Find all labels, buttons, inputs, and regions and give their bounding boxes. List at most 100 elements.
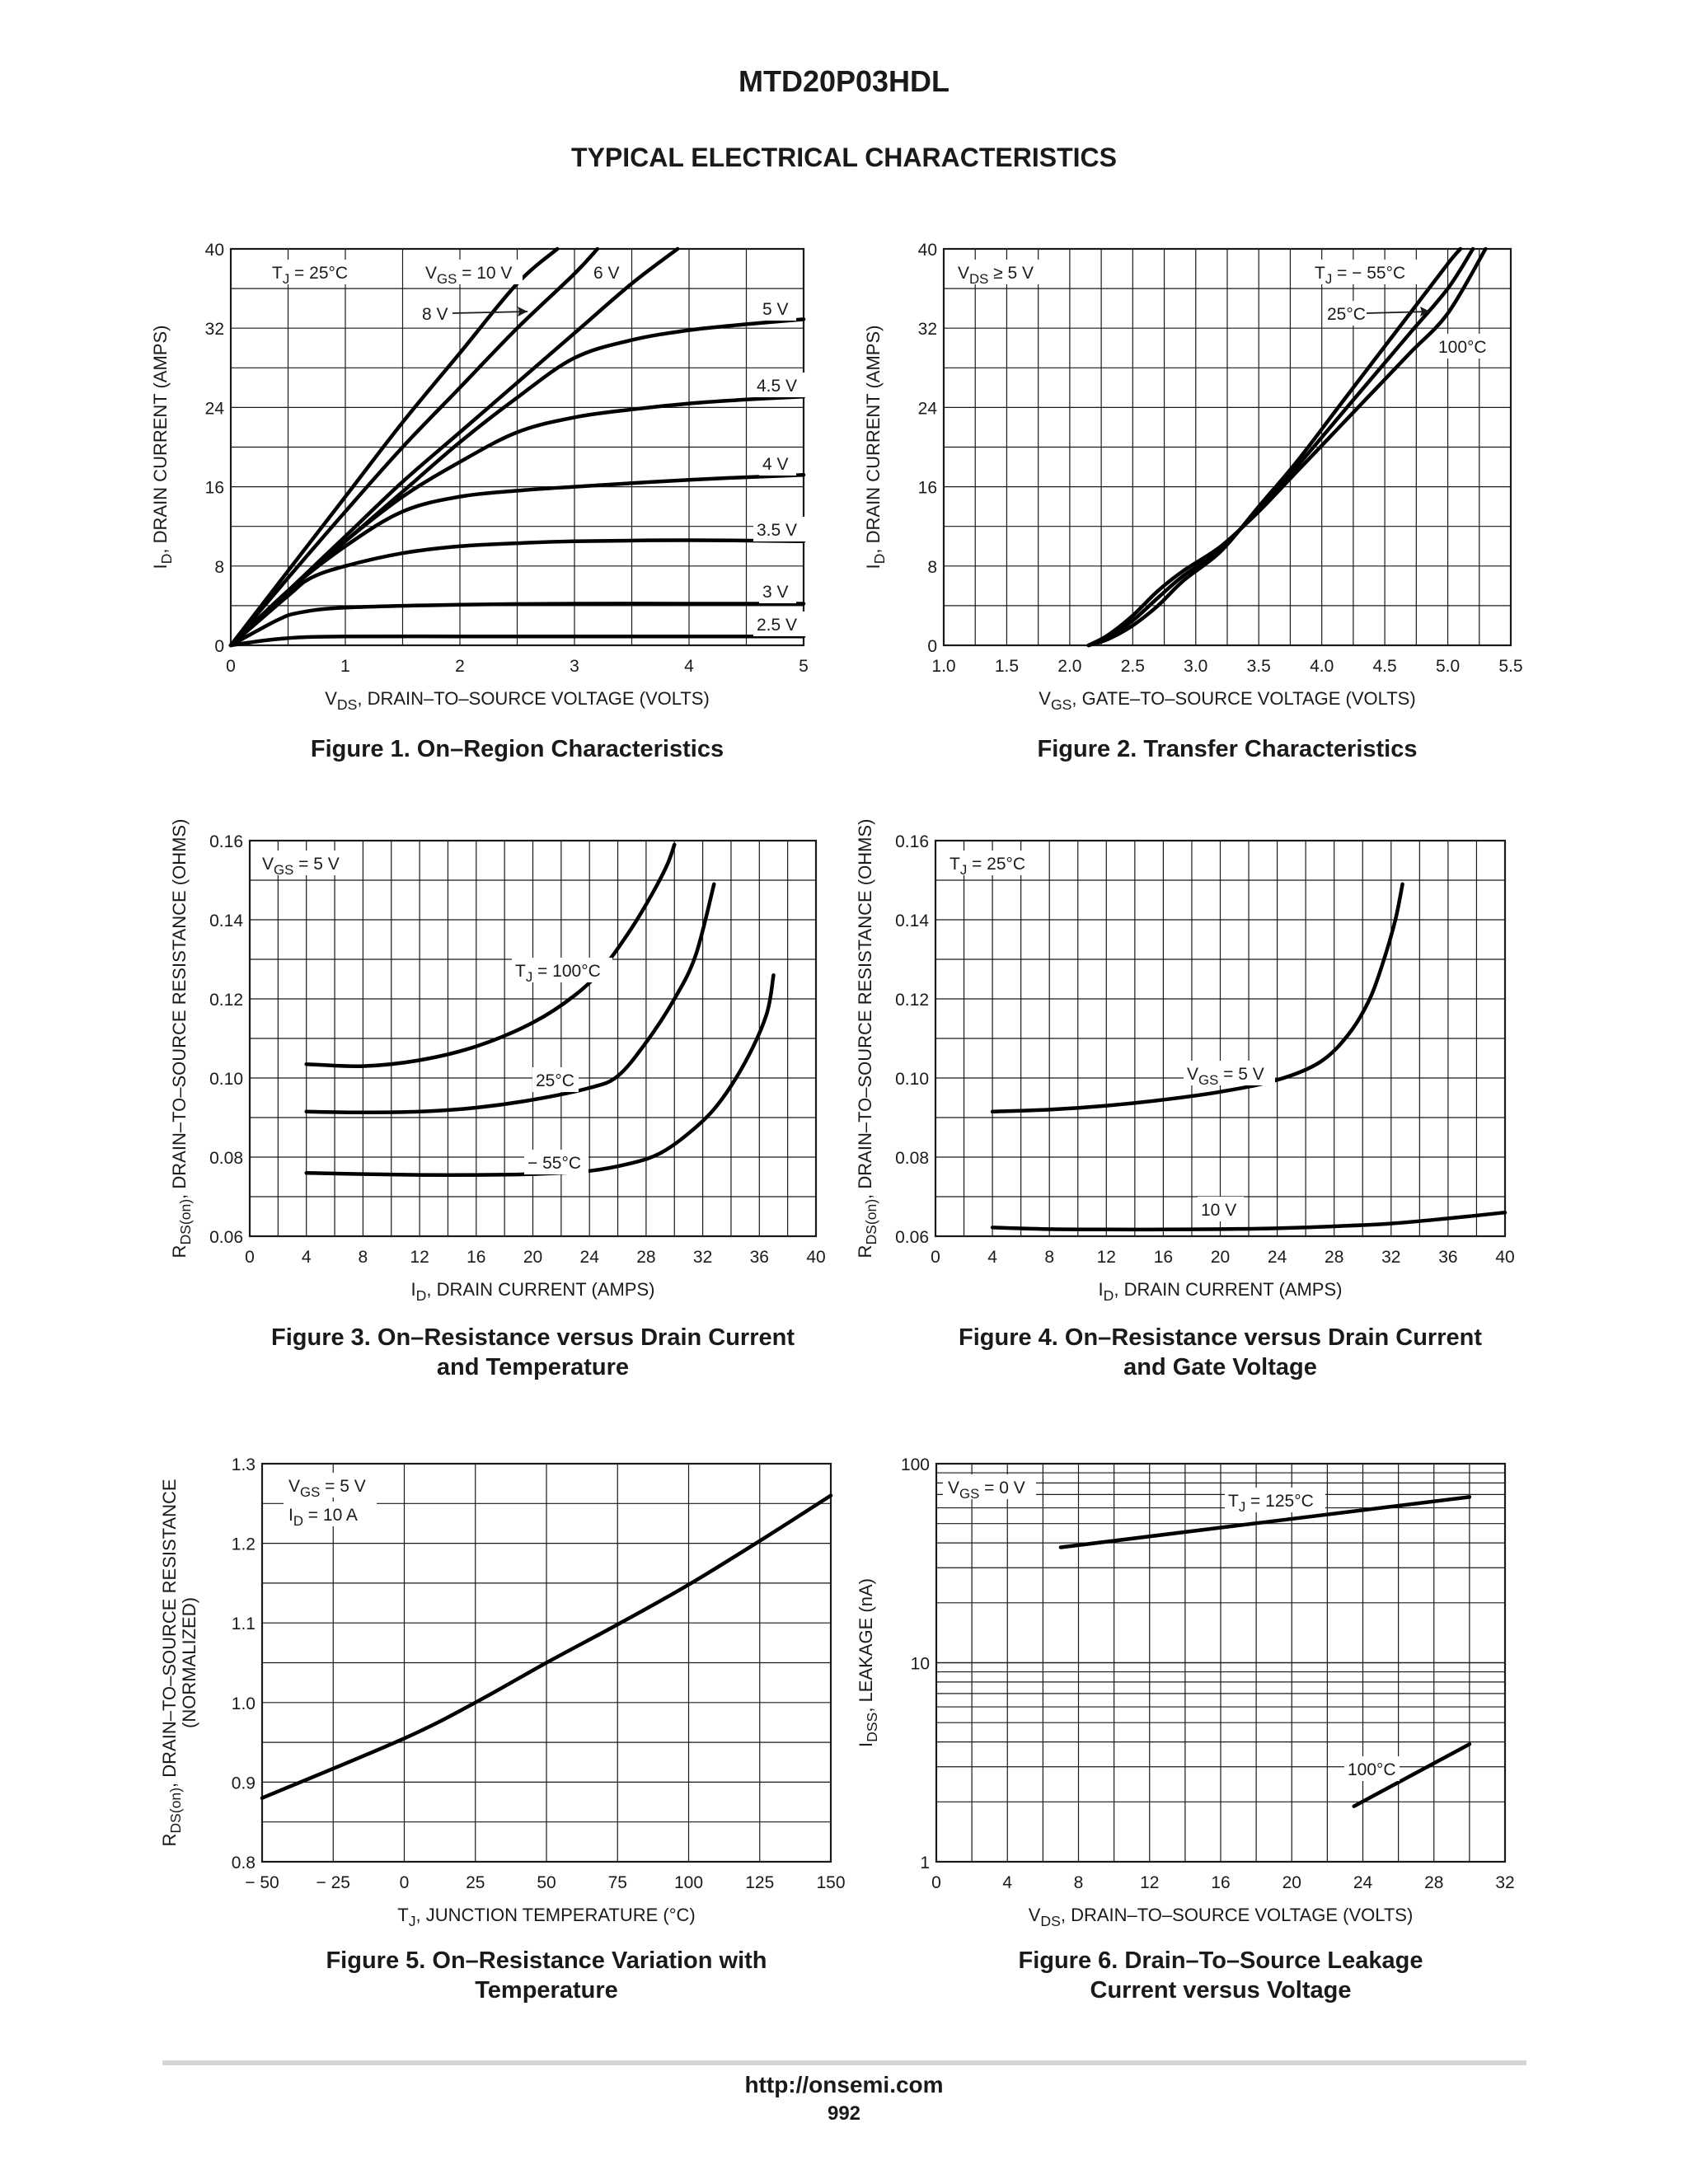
x-tick-label: 12 xyxy=(410,1248,429,1267)
x-tick-label: 5.0 xyxy=(1436,657,1460,676)
x-tick-label: 100 xyxy=(674,1873,703,1892)
grid xyxy=(944,249,1511,645)
x-tick-label: 3.5 xyxy=(1247,657,1271,676)
x-tick-label: 25 xyxy=(466,1873,485,1892)
series-line xyxy=(990,1210,1507,1232)
x-tick-label: 5.5 xyxy=(1498,657,1522,676)
series-label-group: 100°C xyxy=(1435,334,1490,359)
series-label: 25°C xyxy=(536,1071,574,1090)
plot-frame xyxy=(934,839,1507,1238)
series-label: 3 V xyxy=(762,583,789,602)
series-line xyxy=(990,882,1404,1114)
y-tick-label: 8 xyxy=(927,558,937,577)
y-tick-label: 0.10 xyxy=(895,1070,929,1089)
y-tick-label: 1.3 xyxy=(232,1455,256,1474)
y-tick-label: 0.8 xyxy=(232,1854,256,1872)
x-tick-label: 16 xyxy=(467,1248,485,1267)
y-tick-label: 100 xyxy=(901,1455,930,1474)
series-label-group: VGS​ = 10 V xyxy=(422,260,523,287)
x-tick-label: 4 xyxy=(987,1248,997,1267)
series-label-group: 25°C xyxy=(1324,301,1431,326)
x-tick-label: 28 xyxy=(1424,1873,1443,1892)
series-label: 6 V xyxy=(593,264,620,283)
y-tick-label: 0.08 xyxy=(209,1149,243,1168)
chart-annotation: TJ​ = 25°C xyxy=(272,264,348,287)
series-label: 3.5 V xyxy=(757,521,797,540)
x-tick-label: 40 xyxy=(806,1248,825,1267)
series-label: 25°C xyxy=(1327,305,1366,324)
series-line xyxy=(1086,246,1488,648)
plot-frame xyxy=(229,247,805,647)
x-tick-label: 24 xyxy=(1268,1248,1287,1267)
y-axis-label: RDS(on)​, DRAIN–TO–SOURCE RESISTANCE xyxy=(159,1479,184,1846)
y-tick-label: 0.16 xyxy=(895,832,929,851)
y-axis-label: ID​, DRAIN CURRENT (AMPS) xyxy=(150,326,175,569)
x-tick-label: 40 xyxy=(1495,1248,1514,1267)
figure-caption: Figure 3. On–Resistance versus Drain Cur… xyxy=(271,1324,795,1351)
footer-url[interactable]: http://onsemi.com xyxy=(744,2072,944,2097)
figure-caption: Current versus Voltage xyxy=(1090,1977,1352,2004)
chart-1: 0 1 2 3 4 5 0 8 16 24 32 40 VDS​, DRAIN–TO–SOURCE VO… xyxy=(150,241,809,762)
y-tick-label: 0.14 xyxy=(895,912,929,930)
series-label: TJ​ = 100°C xyxy=(515,962,601,985)
x-tick-label: 1.0 xyxy=(931,657,955,676)
figure-caption: Figure 2. Transfer Characteristics xyxy=(1038,736,1418,762)
y-tick-label: 0.08 xyxy=(895,1149,929,1168)
series-line xyxy=(228,634,806,648)
y-tick-label: 40 xyxy=(205,241,224,260)
x-tick-label: 2 xyxy=(455,657,465,676)
x-tick-label: 20 xyxy=(1282,1873,1301,1892)
series-label-group: 3.5 V xyxy=(753,517,809,541)
x-tick-label: 28 xyxy=(636,1248,655,1267)
series-label-group: 5 V xyxy=(759,296,796,321)
figure-caption: Figure 1. On–Region Characteristics xyxy=(311,736,724,762)
series-label: VGS​ = 10 V xyxy=(425,264,512,287)
x-tick-label: 24 xyxy=(580,1248,600,1267)
series-line xyxy=(228,394,806,648)
y-tick-label: 16 xyxy=(205,479,224,498)
y-tick-label: 0 xyxy=(927,637,937,656)
series-line xyxy=(1352,1742,1472,1808)
chart-annotation: VGS​ = 5 V xyxy=(288,1477,366,1500)
series-label-group: 3 V xyxy=(759,579,796,603)
x-axis-label: VDS​, DRAIN–TO–SOURCE VOLTAGE (VOLTS) xyxy=(1029,1905,1414,1929)
y-tick-label: 0.06 xyxy=(895,1228,929,1247)
series-label-group: 8 V xyxy=(419,301,528,326)
x-tick-label: 5 xyxy=(799,657,809,676)
series-label: 2.5 V xyxy=(757,616,797,635)
y-tick-label: 0.16 xyxy=(209,832,243,851)
x-axis-label: ID​, DRAIN CURRENT (AMPS) xyxy=(1099,1279,1343,1304)
series-line xyxy=(260,1493,833,1800)
x-tick-label: 12 xyxy=(1097,1248,1116,1267)
series-label-group: 4.5 V xyxy=(753,373,809,397)
section-title: TYPICAL ELECTRICAL CHARACTERISTICS xyxy=(571,143,1117,172)
x-tick-label: 12 xyxy=(1140,1873,1159,1892)
y-axis-label: IDSS​, LEAKAGE (nA) xyxy=(856,1578,880,1747)
series-label: 8 V xyxy=(422,305,448,324)
series-label-group: VGS​ = 5 V xyxy=(1184,1061,1275,1088)
series-line xyxy=(228,246,560,648)
y-tick-label: 0.9 xyxy=(232,1774,256,1793)
grid xyxy=(231,249,804,645)
x-axis-label: TJ​, JUNCTION TEMPERATURE (°C) xyxy=(397,1905,695,1929)
x-tick-label: 36 xyxy=(750,1248,769,1267)
y-tick-label: 1.1 xyxy=(232,1615,256,1633)
series-label-group: TJ​ = 125°C xyxy=(1225,1488,1325,1515)
x-tick-label: 28 xyxy=(1325,1248,1343,1267)
y-tick-label: 32 xyxy=(918,320,937,339)
y-tick-label: 0.10 xyxy=(209,1070,243,1089)
x-tick-label: − 50 xyxy=(245,1873,279,1892)
x-tick-label: 4.0 xyxy=(1310,657,1334,676)
x-tick-label: 36 xyxy=(1438,1248,1457,1267)
x-tick-label: 8 xyxy=(1074,1873,1084,1892)
x-tick-label: 8 xyxy=(359,1248,368,1267)
series-label: 4.5 V xyxy=(757,377,797,396)
x-tick-label: 4 xyxy=(302,1248,312,1267)
series-label: TJ​ = − 55°C xyxy=(1315,264,1405,287)
chart-annotation: ID​ = 10 A xyxy=(288,1506,358,1529)
y-tick-label: 1 xyxy=(920,1854,930,1872)
series-label: 100°C xyxy=(1348,1760,1396,1779)
chart-annotation: VDS​ ≥ 5 V xyxy=(958,264,1034,287)
x-axis-label: VDS​, DRAIN–TO–SOURCE VOLTAGE (VOLTS) xyxy=(325,688,710,713)
x-tick-label: 2.0 xyxy=(1057,657,1081,676)
